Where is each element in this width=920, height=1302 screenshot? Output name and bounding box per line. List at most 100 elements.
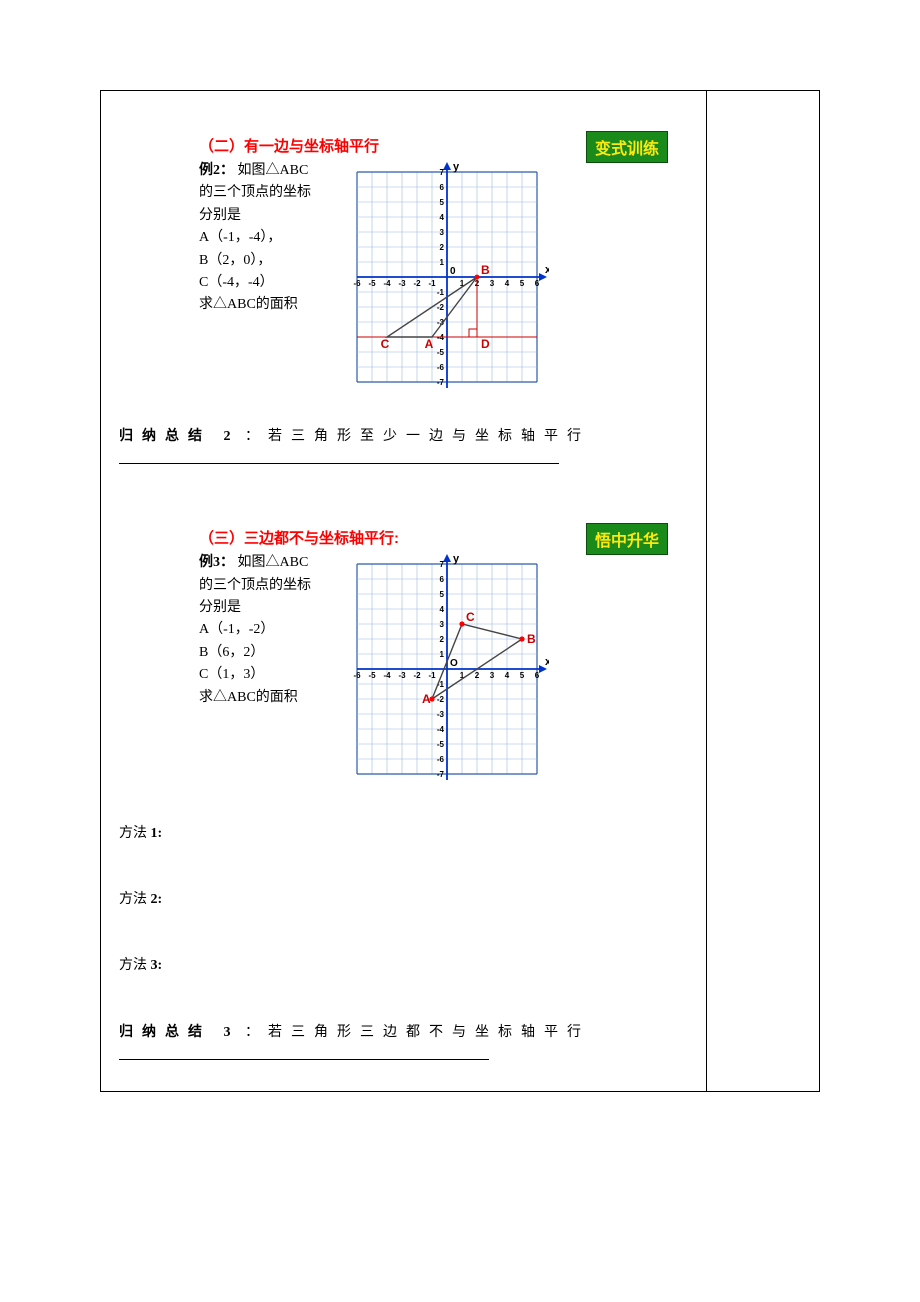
svg-text:-2: -2 <box>413 671 421 680</box>
section3-chart-container: xyO-6-5-4-3-2-11234561234567-1-2-3-4-5-6… <box>345 552 549 786</box>
svg-text:-1: -1 <box>428 279 436 288</box>
svg-text:-6: -6 <box>353 671 361 680</box>
example3-label: 例3： <box>199 555 234 570</box>
svg-text:5: 5 <box>520 671 525 680</box>
badge-insight: 悟中升华 <box>586 523 668 555</box>
svg-text:-4: -4 <box>437 725 445 734</box>
svg-text:3: 3 <box>440 228 445 237</box>
section3-intro: 如图△ABC <box>238 555 309 570</box>
svg-text:6: 6 <box>535 279 540 288</box>
summary2-prefix: 归纳总结 <box>119 429 211 444</box>
section3-line2: 的三个顶点的坐标 <box>199 578 311 593</box>
svg-text:2: 2 <box>440 243 445 252</box>
summary2-blank <box>119 463 559 464</box>
side-margin-cell <box>707 91 820 1092</box>
section2-ask: 求△ABC的面积 <box>199 297 298 312</box>
svg-text:x: x <box>545 264 549 276</box>
section3-title: （三）三边都不与坐标轴平行: <box>199 527 399 548</box>
svg-text:4: 4 <box>440 213 445 222</box>
section2-intro: 如图△ABC <box>238 163 309 178</box>
svg-text:3: 3 <box>490 279 495 288</box>
svg-text:A: A <box>422 692 431 706</box>
worksheet-table: 变式训练 （二）有一边与坐标轴平行 例2： 如图△ABC 的三个顶点的坐标 分别… <box>100 90 820 1092</box>
method-3: 方法 3: <box>119 954 688 974</box>
svg-text:C: C <box>466 610 475 624</box>
section2-line2: 的三个顶点的坐标 <box>199 185 311 200</box>
summary-2: 归纳总结 2 ：若三角形至少一边与坐标轴平行 <box>119 424 688 477</box>
section2-title: （二）有一边与坐标轴平行 <box>199 135 379 156</box>
svg-text:C: C <box>381 337 390 351</box>
summary3-number: 3 <box>224 1025 233 1040</box>
svg-text:5: 5 <box>520 279 525 288</box>
svg-text:O: O <box>450 658 458 669</box>
svg-text:-5: -5 <box>368 279 376 288</box>
summary2-number: 2 <box>224 429 233 444</box>
section2-coord-c: C（-4，-4） <box>199 275 274 290</box>
svg-text:2: 2 <box>440 635 445 644</box>
section2-coord-a: A（-1，-4）， <box>199 230 281 245</box>
svg-text:-2: -2 <box>413 279 421 288</box>
svg-text:3: 3 <box>490 671 495 680</box>
section3-coord-c: C（1，3） <box>199 667 264 682</box>
summary3-prefix: 归纳总结 <box>119 1025 211 1040</box>
method-1: 方法 1: <box>119 822 688 842</box>
svg-text:7: 7 <box>440 560 445 569</box>
section2-chart-container: xy0-6-5-4-3-2-11234561234567-1-2-3-4-5-6… <box>345 160 549 394</box>
summary3-blank <box>119 1059 489 1060</box>
svg-text:-7: -7 <box>437 770 445 779</box>
method1-num: 1: <box>151 826 163 841</box>
svg-text:-7: -7 <box>437 378 445 387</box>
svg-text:6: 6 <box>440 183 445 192</box>
svg-text:-6: -6 <box>353 279 361 288</box>
summary-3: 归纳总结 3 ：若三角形三边都不与坐标轴平行 <box>119 1020 688 1073</box>
method2-num: 2: <box>151 892 163 907</box>
section2-problem-text: 例2： 如图△ABC 的三个顶点的坐标 分别是 A（-1，-4）， B（2，0）… <box>199 160 339 394</box>
svg-text:-2: -2 <box>437 303 445 312</box>
svg-text:-5: -5 <box>437 348 445 357</box>
svg-text:5: 5 <box>440 590 445 599</box>
svg-text:5: 5 <box>440 198 445 207</box>
svg-text:y: y <box>453 553 460 565</box>
svg-text:6: 6 <box>440 575 445 584</box>
svg-text:4: 4 <box>440 605 445 614</box>
svg-text:D: D <box>481 337 490 351</box>
svg-text:-5: -5 <box>368 671 376 680</box>
section3-problem-text: 例3： 如图△ABC 的三个顶点的坐标 分别是 A（-1，-2） B（6，2） … <box>199 552 339 786</box>
section3-coord-b: B（6，2） <box>199 645 264 660</box>
coordinate-chart-2: xy0-6-5-4-3-2-11234561234567-1-2-3-4-5-6… <box>345 160 549 394</box>
method2-label: 方法 <box>119 892 147 907</box>
svg-text:-3: -3 <box>398 279 406 288</box>
method-2: 方法 2: <box>119 888 688 908</box>
method3-label: 方法 <box>119 958 147 973</box>
section3-ask: 求△ABC的面积 <box>199 690 298 705</box>
section3-line3: 分别是 <box>199 600 241 615</box>
svg-text:4: 4 <box>505 279 510 288</box>
example2-label: 例2： <box>199 163 234 178</box>
main-content-cell: 变式训练 （二）有一边与坐标轴平行 例2： 如图△ABC 的三个顶点的坐标 分别… <box>101 91 707 1092</box>
svg-text:x: x <box>545 656 549 668</box>
svg-text:7: 7 <box>440 168 445 177</box>
svg-text:-6: -6 <box>437 755 445 764</box>
method3-num: 3: <box>151 958 163 973</box>
svg-text:-6: -6 <box>437 363 445 372</box>
section3-coord-a: A（-1，-2） <box>199 622 274 637</box>
badge-variation: 变式训练 <box>586 131 668 163</box>
section2-line3: 分别是 <box>199 208 241 223</box>
svg-text:2: 2 <box>475 671 480 680</box>
svg-text:-1: -1 <box>437 288 445 297</box>
section-3: 悟中升华 （三）三边都不与坐标轴平行: 例3： 如图△ABC 的三个顶点的坐标 … <box>119 497 688 786</box>
svg-text:A: A <box>425 337 434 351</box>
svg-text:4: 4 <box>505 671 510 680</box>
svg-text:-2: -2 <box>437 695 445 704</box>
svg-text:B: B <box>481 263 490 277</box>
method1-label: 方法 <box>119 826 147 841</box>
svg-text:-3: -3 <box>398 671 406 680</box>
svg-text:6: 6 <box>535 671 540 680</box>
svg-text:-5: -5 <box>437 740 445 749</box>
section-2: 变式训练 （二）有一边与坐标轴平行 例2： 如图△ABC 的三个顶点的坐标 分别… <box>119 105 688 394</box>
summary3-text: ：若三角形三边都不与坐标轴平行 <box>245 1025 590 1040</box>
svg-text:y: y <box>453 161 460 173</box>
summary2-text: ：若三角形至少一边与坐标轴平行 <box>245 429 590 444</box>
svg-text:-1: -1 <box>428 671 436 680</box>
coordinate-chart-3: xyO-6-5-4-3-2-11234561234567-1-2-3-4-5-6… <box>345 552 549 786</box>
